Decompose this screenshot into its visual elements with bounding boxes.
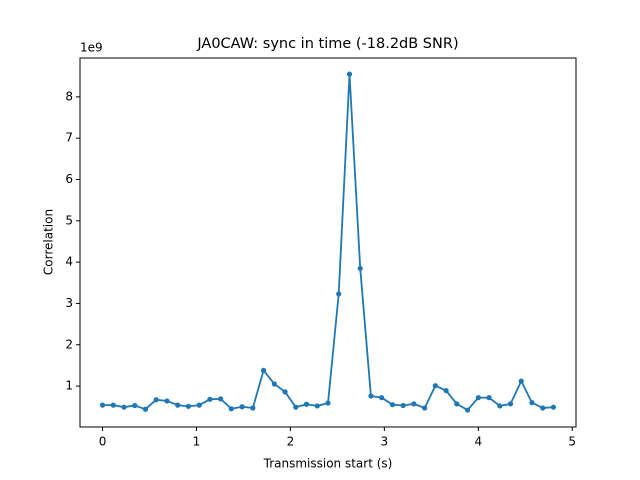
point [400, 402, 406, 409]
point [550, 404, 557, 410]
point [175, 402, 181, 408]
y-offset-label: 1e9 [80, 41, 103, 55]
y-tick-label: 7 [65, 131, 73, 145]
y-tick-label: 1 [65, 379, 73, 393]
point [228, 406, 234, 412]
x-axis-label: Transmission start (s) [263, 457, 393, 471]
point [260, 367, 267, 373]
point [540, 405, 546, 411]
point [486, 395, 492, 401]
point [132, 402, 138, 409]
x-tick-label: 3 [381, 435, 389, 449]
point [518, 378, 524, 384]
y-tick-label: 8 [65, 89, 73, 103]
point [121, 404, 127, 410]
point [379, 395, 385, 401]
y-tick-label: 6 [65, 172, 73, 186]
point [239, 404, 245, 410]
point [325, 400, 331, 406]
point [142, 406, 149, 412]
point [346, 71, 353, 77]
x-tick-label: 2 [287, 435, 295, 449]
point [303, 401, 310, 407]
point [507, 401, 514, 407]
point [336, 291, 342, 297]
x-tick-label: 0 [99, 435, 107, 449]
plot-frame [79, 57, 577, 428]
point [110, 402, 116, 408]
y-tick-label: 2 [65, 337, 73, 351]
y-axis-label: Correlation [42, 209, 56, 275]
point [411, 401, 417, 407]
point [497, 403, 503, 409]
point [529, 400, 535, 406]
x-tick-label: 4 [474, 435, 482, 449]
point [464, 407, 471, 413]
point [443, 388, 449, 394]
x-tick-label: 5 [568, 435, 576, 449]
point [207, 396, 213, 402]
x-tick-label: 1 [193, 435, 201, 449]
point [282, 389, 288, 395]
point [185, 403, 192, 409]
point [389, 402, 396, 408]
point [368, 393, 374, 399]
y-tick-label: 3 [65, 296, 73, 310]
point [271, 381, 277, 387]
y-tick-label: 4 [65, 255, 73, 269]
point [196, 402, 202, 408]
point [250, 405, 256, 411]
point [432, 383, 438, 389]
point [164, 398, 170, 404]
y-tick-label: 5 [65, 213, 73, 227]
point [314, 403, 320, 409]
chart-title: JA0CAW: sync in time (-18.2dB SNR) [196, 36, 458, 52]
point [475, 395, 481, 401]
point [357, 265, 363, 271]
point [422, 405, 428, 411]
point [454, 401, 460, 407]
point [99, 402, 106, 408]
point [218, 396, 224, 402]
point [293, 404, 299, 410]
point [153, 397, 159, 403]
